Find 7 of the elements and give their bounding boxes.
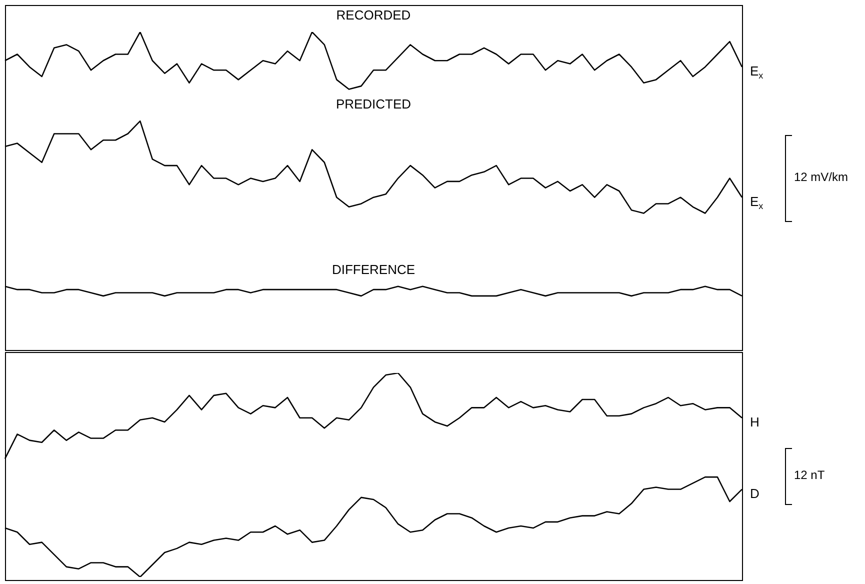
series-label: D xyxy=(750,486,760,501)
text: 12 nT xyxy=(794,468,825,482)
text: RECORDED xyxy=(336,8,411,23)
annotation: PREDICTED xyxy=(336,96,412,112)
series-label: H xyxy=(750,414,760,430)
text: 12 mV/km xyxy=(794,170,848,184)
annotation: DIFFERENCE xyxy=(332,262,416,277)
